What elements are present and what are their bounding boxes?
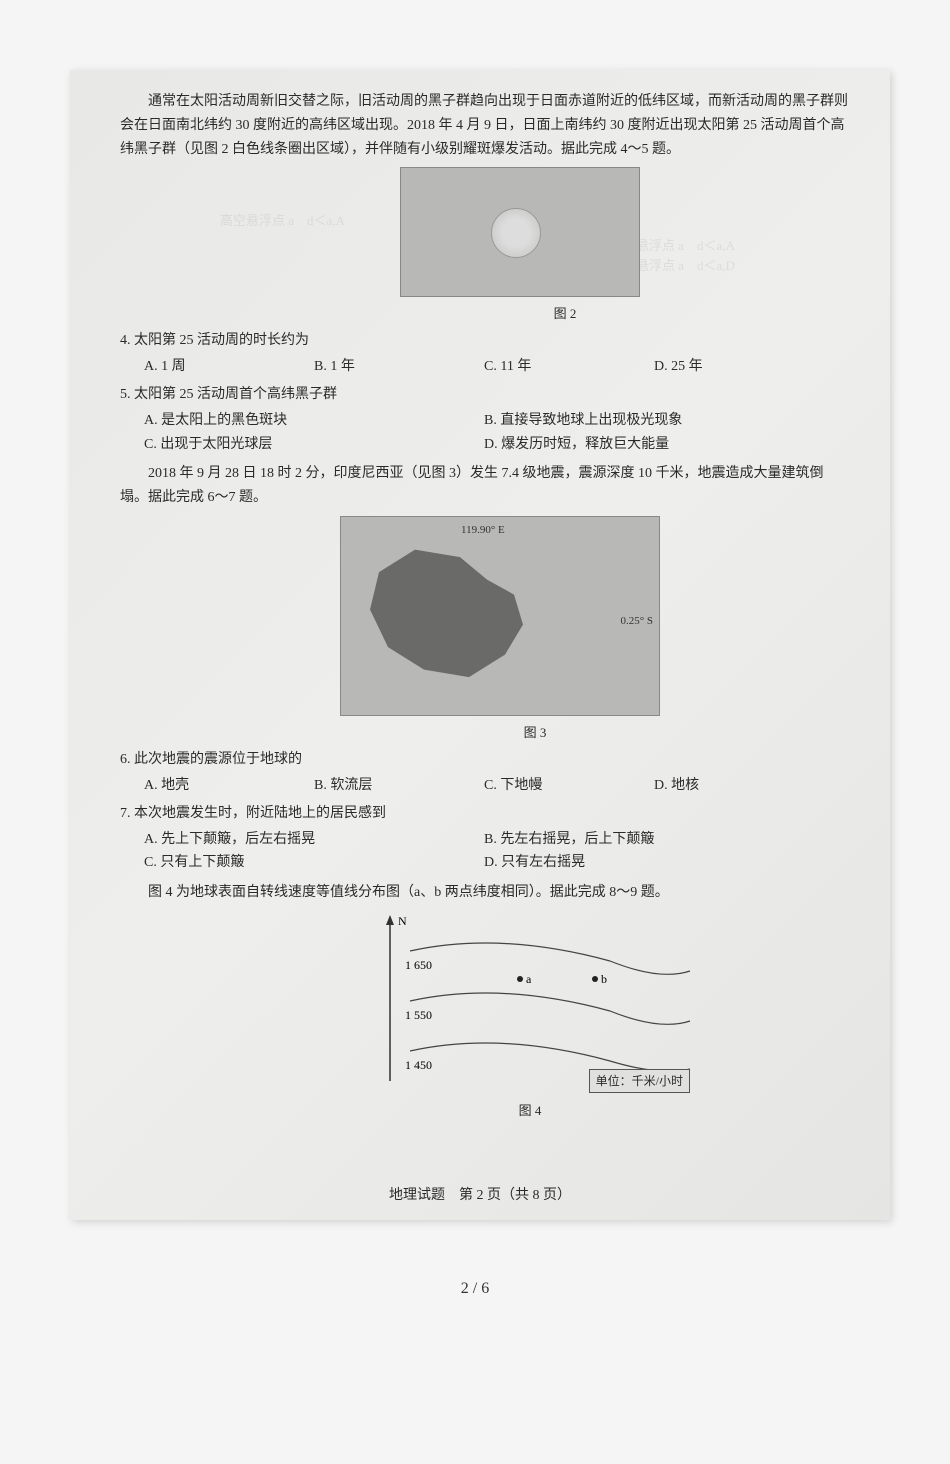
q4-stem: 4. 太阳第 25 活动周的时长约为 [120,333,309,348]
figure-3-caption: 图 3 [220,722,850,744]
q4-opt-a: A. 1 周 [144,355,314,379]
q4-opt-c: C. 11 年 [484,355,654,379]
q6-options: A. 地壳 B. 软流层 C. 下地幔 D. 地核 [144,774,850,798]
q4-options: A. 1 周 B. 1 年 C. 11 年 D. 25 年 [144,355,850,379]
q7-opt-a: A. 先上下颠簸，后左右摇晃 [144,828,484,852]
passage-2: 2018 年 9 月 28 日 18 时 2 分，印度尼西亚（见图 3）发生 7… [120,462,850,510]
fig3-map-shape [361,542,541,692]
q5-opt-b: B. 直接导致地球上出现极光现象 [484,409,824,433]
question-4: 4. 太阳第 25 活动周的时长约为 [120,329,850,353]
fig3-latitude: 0.25° S [620,612,653,631]
q7-options: A. 先上下颠簸，后左右摇晃 B. 先左右摇晃，后上下颠簸 C. 只有上下颠簸 … [144,828,850,876]
figure-4-caption: 图 4 [350,1100,710,1122]
q6-stem: 6. 此次地震的震源位于地球的 [120,752,302,767]
q5-opt-c: C. 出现于太阳光球层 [144,433,484,457]
point-a: a [526,972,532,986]
sun-disc [491,208,541,258]
q4-opt-b: B. 1 年 [314,355,484,379]
question-6: 6. 此次地震的震源位于地球的 [120,748,850,772]
q5-opt-d: D. 爆发历时短，释放巨大能量 [484,433,824,457]
page-number: 2 / 6 [0,1280,950,1464]
iso-1550: 1 550 [405,1008,432,1022]
question-5: 5. 太阳第 25 活动周首个高纬黑子群 [120,383,850,407]
fig4-unit: 单位：千米/小时 [589,1069,690,1093]
figure-3: 119.90° E 0.25° S [340,516,660,716]
q6-opt-b: B. 软流层 [314,774,484,798]
figure-2-caption: 图 2 [280,303,850,325]
q7-opt-c: C. 只有上下颠簸 [144,851,484,875]
passage-3: 图 4 为地球表面自转线速度等值线分布图（a、b 两点纬度相同）。据此完成 8～… [120,881,850,905]
ghost-text: 高空悬浮点 a d＜a,A [220,210,345,232]
figure-4: N a b 1 650 1 550 1 450 单位：千米/小时 图 4 [350,911,710,1121]
iso-1450: 1 450 [405,1058,432,1072]
q7-opt-b: B. 先左右摇晃，后上下颠簸 [484,828,824,852]
q5-opt-a: A. 是太阳上的黑色斑块 [144,409,484,433]
fig4-svg: N a b 1 650 1 550 1 450 [350,911,710,1091]
figure-2 [400,167,640,297]
north-label: N [398,914,407,928]
q6-opt-a: A. 地壳 [144,774,314,798]
passage-1: 通常在太阳活动周新旧交替之际，旧活动周的黑子群趋向出现于日面赤道附近的低纬区域，… [120,90,850,161]
q4-opt-d: D. 25 年 [654,355,824,379]
iso-1650: 1 650 [405,958,432,972]
fig3-longitude: 119.90° E [461,521,505,540]
question-7: 7. 本次地震发生时，附近陆地上的居民感到 [120,802,850,826]
q5-stem: 5. 太阳第 25 活动周首个高纬黑子群 [120,387,337,402]
q7-opt-d: D. 只有左右摇晃 [484,851,824,875]
q6-opt-c: C. 下地幔 [484,774,654,798]
q6-opt-d: D. 地核 [654,774,824,798]
page-footer: 地理试题 第 2 页（共 8 页） [70,1184,890,1208]
q5-options: A. 是太阳上的黑色斑块 B. 直接导致地球上出现极光现象 C. 出现于太阳光球… [144,409,850,457]
point-b: b [601,972,607,986]
exam-page: 通常在太阳活动周新旧交替之际，旧活动周的黑子群趋向出现于日面赤道附近的低纬区域，… [70,70,890,1220]
q7-stem: 7. 本次地震发生时，附近陆地上的居民感到 [120,806,386,821]
